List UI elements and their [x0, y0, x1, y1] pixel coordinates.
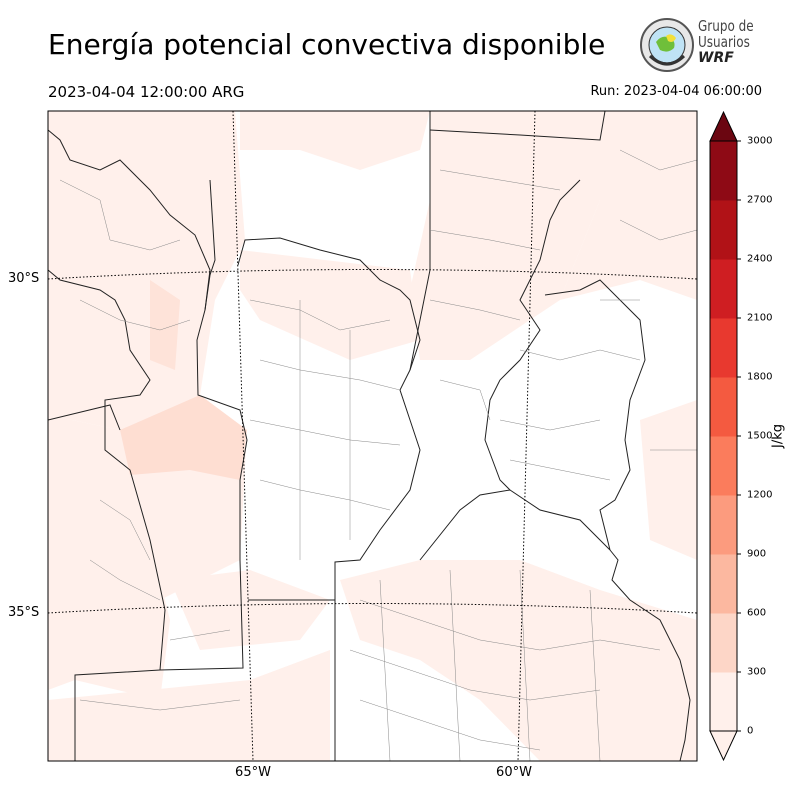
colorbar-tick-label: 900 [747, 548, 767, 560]
colorbar-tick-label: 1500 [747, 430, 773, 442]
cape-shading [48, 111, 697, 761]
colorbar-tick-label: 300 [747, 666, 767, 678]
colorbar-tick-label: 2100 [747, 312, 773, 324]
colorbar-bin [710, 554, 737, 614]
wrf-globe-icon [640, 18, 694, 72]
wrf-logo: Grupo de Usuarios WRF [638, 16, 768, 76]
colorbar-bin [710, 200, 737, 260]
colorbar-bin [710, 377, 737, 437]
valid-time: 2023-04-04 12:00:00 ARG [48, 83, 245, 101]
lon-label-60w: 60°W [496, 765, 532, 780]
run-time: Run: 2023-04-04 06:00:00 [590, 84, 762, 99]
logo-line2: Usuarios [698, 33, 750, 51]
province-borders [48, 111, 646, 761]
colorbar-tick-label: 600 [747, 607, 767, 619]
logo-line3: WRF [698, 50, 734, 66]
colorbar-tick-label: 0 [747, 725, 754, 737]
colorbar-bin [710, 613, 737, 673]
lat-label-30s: 30°S [8, 271, 40, 286]
district-borders [59, 149, 697, 761]
lon-label-65w: 65°W [235, 765, 271, 780]
colorbar-bin [710, 672, 737, 732]
map-title: Energía potencial convectiva disponible [48, 28, 606, 61]
colorbar-extend-low [709, 730, 738, 762]
map-area [48, 111, 697, 761]
colorbar-extend-high [709, 110, 738, 142]
colorbar-tick-label: 1800 [747, 371, 773, 383]
colorbar-tick-label: 1200 [747, 489, 773, 501]
colorbar [709, 110, 741, 762]
coastline [609, 549, 691, 761]
colorbar-bin [710, 141, 737, 201]
graticule [48, 111, 697, 761]
colorbar-bin [710, 436, 737, 496]
colorbar-tick-label: 2400 [747, 253, 773, 265]
colorbar-label: J/kg [770, 424, 786, 448]
colorbar-bin [710, 318, 737, 378]
map-frame [47, 110, 698, 762]
lat-label-35s: 35°S [8, 605, 40, 620]
logo-line1: Grupo de [698, 17, 754, 35]
colorbar-bin [710, 495, 737, 555]
colorbar-bin [710, 259, 737, 319]
colorbar-tick-label: 2700 [747, 194, 773, 206]
colorbar-tick-label: 3000 [747, 135, 773, 147]
